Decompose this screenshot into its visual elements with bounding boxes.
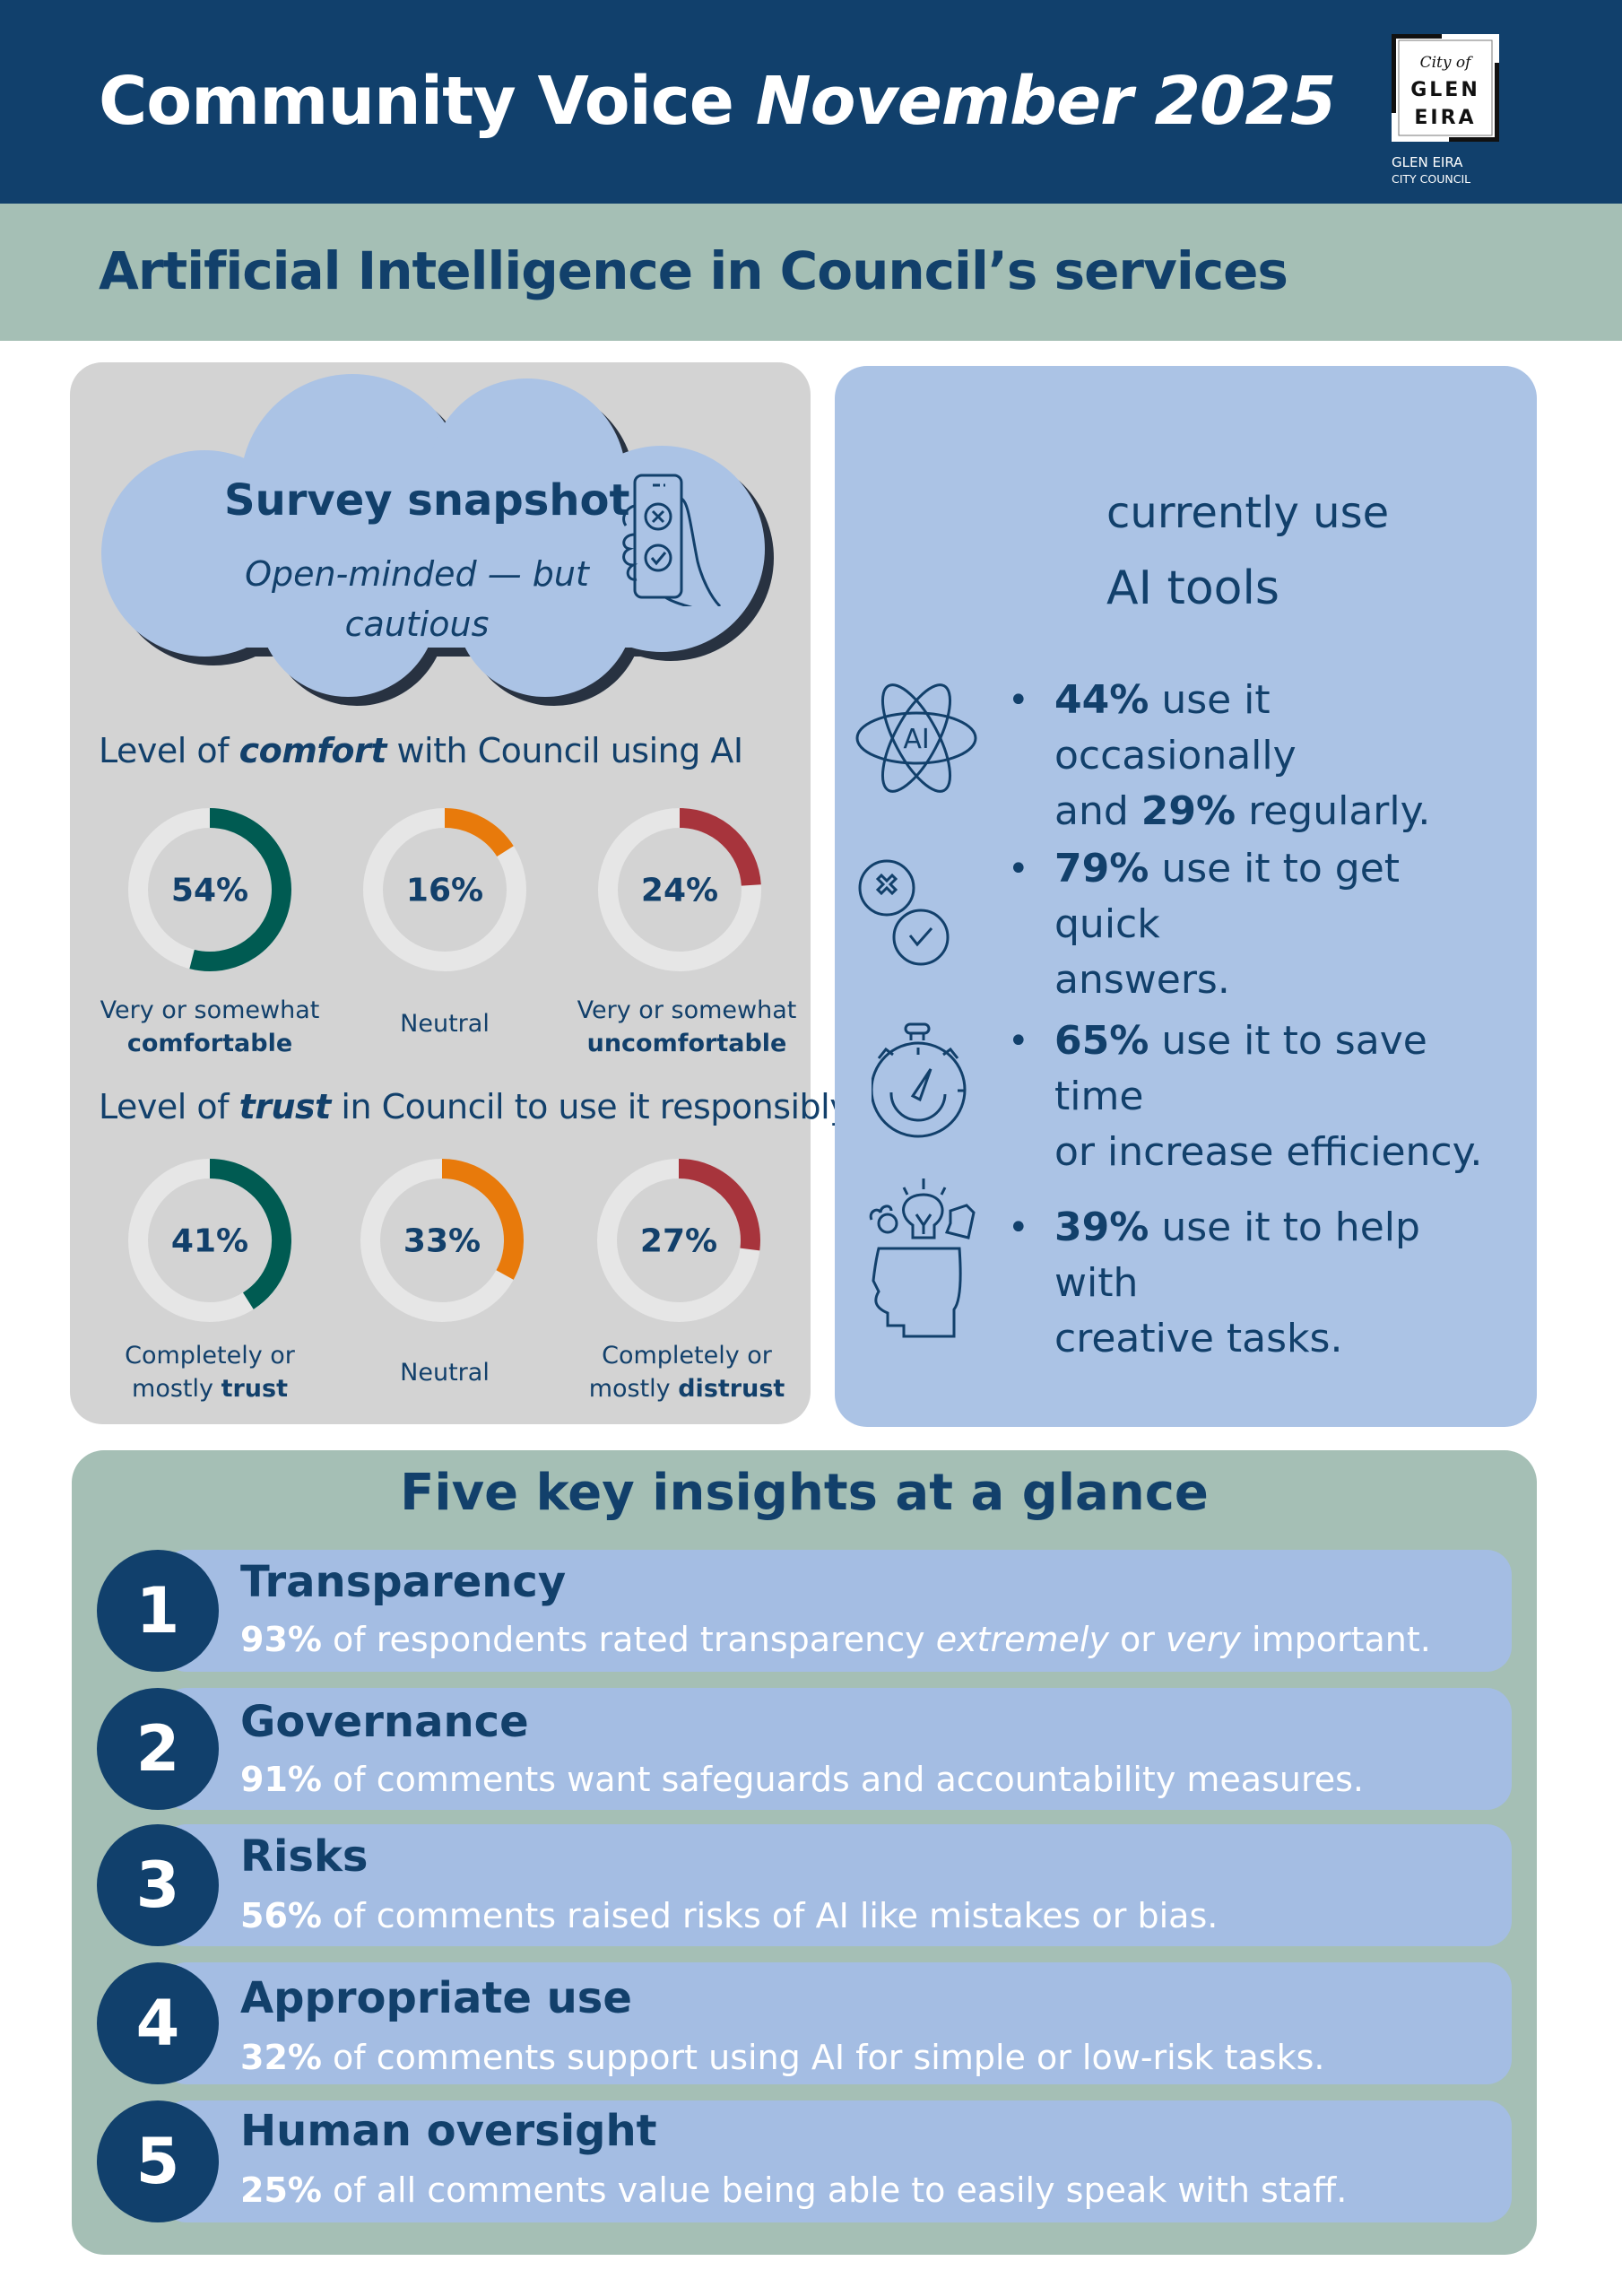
insight-body-5: 25% of all comments value being able to …	[240, 2170, 1348, 2210]
stat-row-3: • 65% use it to save time or increase effi…	[1008, 1018, 1483, 1175]
trust-label-3: Completely or mostly distrust	[588, 1342, 785, 1403]
svg-text:GLEN: GLEN	[1410, 79, 1480, 101]
svg-text:EIRA: EIRA	[1414, 107, 1476, 129]
stat-row-2: • 79% use it to get quick answers.	[1008, 846, 1401, 1003]
trust-title: Level of trust in Council to use it resp…	[99, 1087, 850, 1126]
snapshot-subtitle: Open-minded — but cautious	[245, 554, 589, 644]
insight-heading-1: Transparency	[240, 1557, 567, 1607]
comfort-label-3: Very or somewhat uncomfortable	[577, 996, 797, 1057]
insight-number-3: 3	[97, 1824, 219, 1946]
cloud-shape	[101, 374, 774, 706]
insight-number-4: 4	[97, 1962, 219, 2084]
stopwatch-icon	[872, 1022, 967, 1138]
comfort-label-2: Neutral	[400, 1010, 490, 1038]
insight-number-1: 1	[97, 1550, 219, 1672]
snapshot-title: Survey snapshot	[224, 475, 630, 526]
ai-atom-icon: AI	[855, 683, 977, 793]
insight-item-2	[161, 1688, 1512, 1810]
subtitle-band	[0, 204, 1622, 341]
comfort-label-1: Very or somewhat comfortable	[100, 996, 320, 1057]
insight-heading-2: Governance	[240, 1697, 529, 1747]
insight-body-2: 91% of comments want safeguards and acco…	[240, 1760, 1364, 1799]
insight-item-3	[161, 1824, 1512, 1946]
insight-item-1	[161, 1550, 1512, 1672]
svg-text:AI: AI	[903, 724, 929, 755]
page-title: Community Voice November 2025	[99, 63, 1337, 140]
usage-caption: currently use AI tools	[1106, 475, 1389, 627]
title-main: Community Voice	[99, 63, 734, 140]
insight-heading-4: Appropriate use	[240, 1973, 632, 2023]
insight-number-2: 2	[97, 1688, 219, 1810]
usage-line2: AI tools	[1106, 561, 1279, 615]
insight-item-5	[161, 2100, 1512, 2222]
svg-text:City of: City of	[1420, 54, 1474, 72]
insight-number-5: 5	[97, 2100, 219, 2222]
header-banner	[0, 0, 1622, 204]
phone-vote-icon	[622, 474, 722, 606]
insight-item-4	[161, 1962, 1512, 2084]
usage-line1: currently use	[1106, 488, 1390, 538]
council-logo: City of GLEN EIRA GLEN EIRA CITY COUNCIL	[1392, 34, 1499, 186]
insight-body-4: 32% of comments support using AI for sim…	[240, 2038, 1325, 2077]
insights-title: Five key insights at a glance	[400, 1464, 1209, 1522]
comfort-title: Level of comfort with Council using AI	[99, 731, 743, 770]
title-date: November 2025	[755, 63, 1337, 140]
insight-body-1: 93% of respondents rated transparency ex…	[240, 1620, 1431, 1659]
trust-label-2: Neutral	[400, 1359, 490, 1387]
svg-text:CITY COUNCIL: CITY COUNCIL	[1392, 172, 1470, 186]
usage-panel	[835, 366, 1537, 1427]
cross-check-icon	[858, 859, 950, 966]
insight-body-3: 56% of comments raised risks of AI like …	[240, 1896, 1219, 1935]
section-subtitle: Artificial Intelligence in Council’s ser…	[99, 240, 1288, 301]
stat-row-4: • 39% use it to help with creative tasks.	[1008, 1205, 1420, 1361]
creative-head-icon	[869, 1178, 976, 1338]
insight-heading-5: Human oversight	[240, 2106, 657, 2156]
stat-row-1: • 44% use it occasionally and 29% regularl…	[1008, 677, 1431, 834]
trust-label-1: Completely or mostly trust	[125, 1342, 295, 1403]
insight-heading-3: Risks	[240, 1831, 369, 1882]
svg-text:GLEN EIRA: GLEN EIRA	[1392, 154, 1463, 170]
